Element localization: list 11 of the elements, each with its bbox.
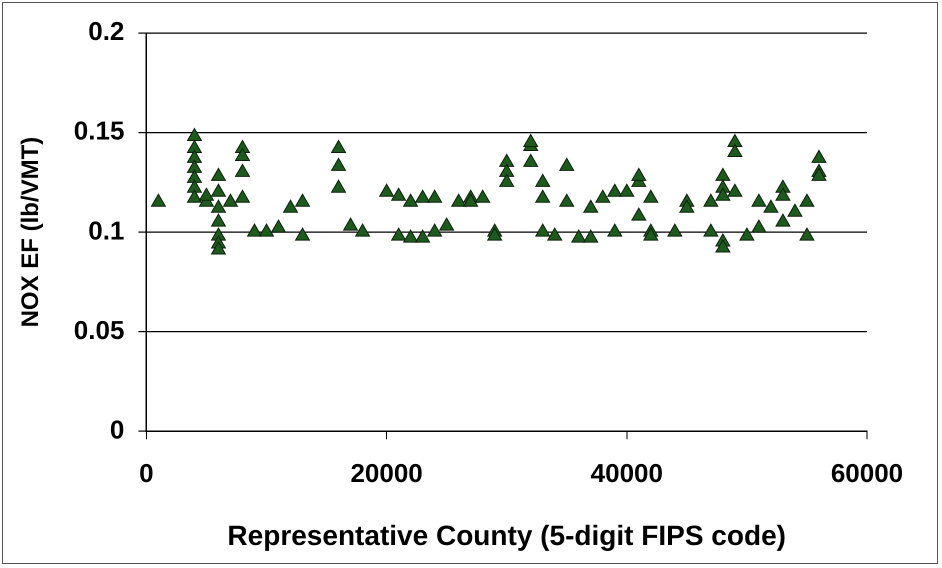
y-tick-label: 0.1 bbox=[88, 215, 124, 246]
x-tick-label: 60000 bbox=[830, 458, 904, 488]
y-tick-label: 0.15 bbox=[74, 116, 124, 146]
x-tick-label: 40000 bbox=[590, 458, 663, 488]
y-axis-title: NOX EF (lb/VMT) bbox=[17, 136, 44, 328]
x-axis-title: Representative County (5-digit FIPS code) bbox=[227, 520, 786, 551]
y-tick-label: 0 bbox=[110, 414, 124, 444]
x-tick-label: 20000 bbox=[350, 458, 423, 488]
y-tick-label: 0.2 bbox=[88, 16, 124, 46]
x-tick-label: 0 bbox=[139, 458, 154, 488]
y-tick-label: 0.05 bbox=[74, 314, 124, 345]
